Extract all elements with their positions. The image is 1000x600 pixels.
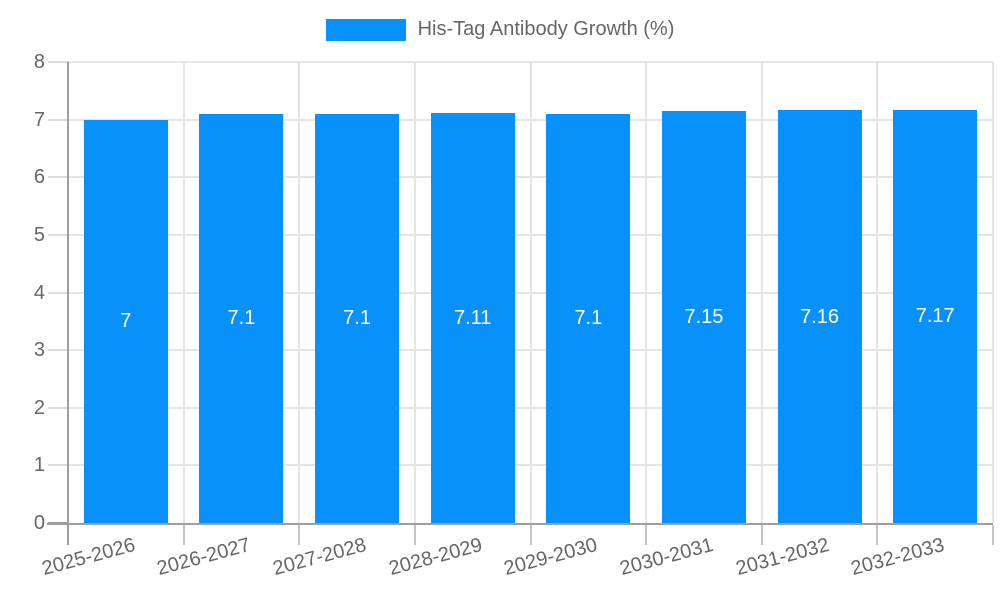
y-axis-tick	[48, 349, 68, 352]
bar-value-label: 7.1	[227, 307, 256, 330]
legend-label: His-Tag Antibody Growth (%)	[417, 18, 675, 40]
gridline-vertical	[298, 62, 301, 523]
x-axis-tick	[992, 525, 994, 545]
x-axis-tick	[876, 525, 879, 545]
y-axis-tick	[48, 464, 68, 467]
bar-value-label: 7.17	[915, 305, 955, 328]
bar-value-label: 7.1	[574, 307, 603, 330]
bar-value-label: 7	[120, 310, 132, 333]
y-axis-tick	[48, 291, 68, 294]
x-axis-tick	[413, 525, 416, 545]
bar[interactable]	[661, 110, 746, 523]
y-axis-label: 7	[33, 108, 45, 131]
bar[interactable]	[83, 119, 168, 523]
y-axis-label: 8	[33, 51, 45, 73]
y-axis-label: 5	[33, 223, 45, 246]
gridline-vertical	[992, 62, 994, 523]
bar-value-label: 7.1	[343, 307, 371, 330]
y-axis-tick	[48, 233, 68, 236]
y-axis-label: 4	[33, 281, 45, 304]
bar-value-label: 7.11	[453, 307, 492, 330]
x-axis-tick	[182, 525, 185, 545]
bar[interactable]	[777, 110, 862, 523]
gridline-vertical	[760, 62, 763, 523]
y-axis-tick	[48, 118, 68, 121]
bar-value-label: 7.15	[684, 305, 724, 328]
gridline-vertical	[529, 62, 532, 523]
bar[interactable]	[430, 113, 515, 523]
bar-value-label: 7.16	[800, 305, 840, 328]
y-axis-tick	[48, 176, 68, 179]
y-axis-label: 3	[33, 339, 45, 362]
bar[interactable]	[893, 109, 978, 523]
gridline-vertical	[876, 62, 879, 523]
chart-legend[interactable]: His-Tag Antibody Growth (%)	[0, 18, 1000, 41]
gridline-vertical	[413, 62, 416, 523]
x-axis-tick	[298, 525, 301, 545]
x-axis-line	[47, 523, 993, 525]
bar[interactable]	[315, 113, 400, 523]
x-axis-tick	[529, 525, 532, 545]
y-axis-label: 2	[33, 396, 45, 419]
legend-swatch	[325, 18, 406, 41]
x-axis-tick	[760, 525, 763, 545]
gridline-vertical	[182, 62, 185, 523]
y-axis-label: 1	[33, 454, 45, 477]
bar[interactable]	[199, 113, 284, 523]
y-axis-label: 0	[33, 512, 45, 534]
x-axis-tick	[645, 525, 648, 545]
bar[interactable]	[546, 113, 631, 523]
gridline-vertical	[645, 62, 648, 523]
y-axis-tick	[48, 61, 68, 63]
y-axis-tick	[48, 406, 68, 409]
y-axis-line	[67, 62, 69, 545]
y-axis-label: 6	[33, 166, 45, 189]
